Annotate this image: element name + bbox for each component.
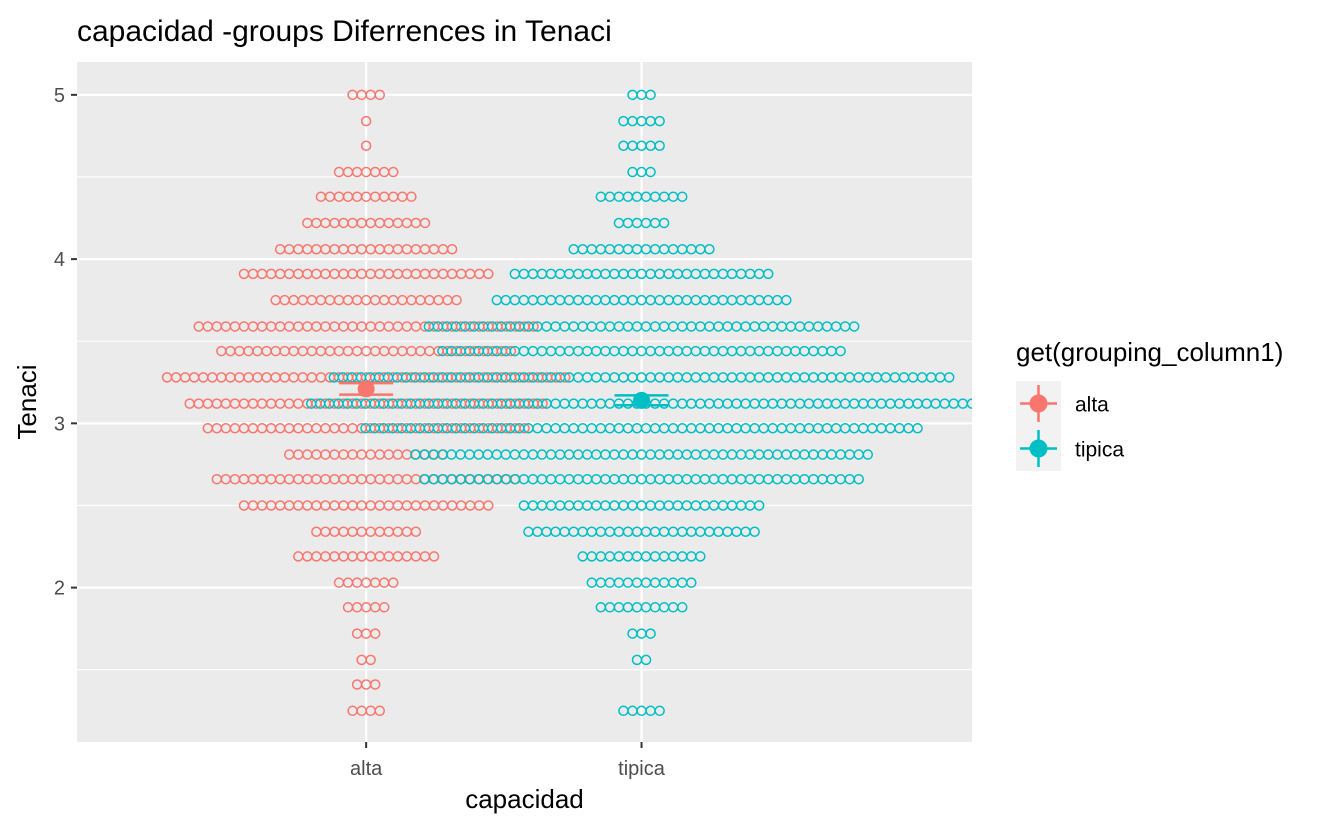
data-point	[374, 89, 385, 101]
data-point	[654, 140, 665, 152]
y-tick-label: 3	[54, 413, 65, 435]
legend-label: alta	[1075, 394, 1109, 417]
data-point	[360, 115, 372, 127]
data-layer	[161, 89, 972, 717]
data-point	[704, 244, 715, 255]
mean-point	[633, 391, 651, 409]
legend-keys: alta tipica	[1016, 381, 1124, 471]
x-tick-label: tipica	[618, 758, 666, 780]
chart-title: capacidad -groups Diferrences in Tenaci	[77, 15, 612, 48]
data-point	[560, 372, 571, 383]
data-point	[537, 398, 548, 409]
data-point	[483, 500, 494, 511]
y-tick-label: 2	[54, 578, 65, 600]
data-point	[966, 398, 972, 409]
mean-point	[357, 380, 375, 398]
data-point	[374, 705, 385, 717]
data-point	[379, 602, 390, 613]
data-point	[677, 602, 688, 613]
x-tick-label: alta	[350, 758, 383, 780]
legend-title: get(grouping_column1)	[1016, 337, 1283, 367]
data-point	[446, 244, 458, 255]
data-point	[483, 268, 494, 280]
data-point	[645, 628, 656, 639]
means-layer	[339, 380, 669, 409]
data-point	[369, 679, 381, 690]
data-point	[505, 345, 517, 357]
data-point	[360, 140, 372, 152]
y-tick-label: 4	[54, 249, 65, 271]
data-point	[645, 166, 656, 178]
data-point	[862, 449, 874, 460]
data-point	[528, 321, 539, 332]
data-point	[410, 526, 422, 538]
data-point	[912, 423, 923, 434]
data-point	[406, 191, 417, 202]
data-point	[519, 423, 530, 434]
y-tick-label: 5	[54, 85, 65, 107]
data-point	[695, 551, 706, 562]
data-point	[781, 294, 792, 306]
data-point	[428, 551, 440, 562]
data-point	[853, 473, 864, 485]
legend-label: tipica	[1075, 439, 1124, 462]
data-point	[753, 500, 765, 511]
data-point	[677, 191, 688, 202]
data-point	[388, 166, 399, 178]
legend-key-point	[1029, 439, 1048, 458]
dots-layer	[161, 89, 972, 717]
data-point	[749, 526, 760, 538]
data-point	[451, 294, 462, 306]
data-point	[365, 654, 376, 666]
legend: get(grouping_column1) alta tipica	[1016, 337, 1283, 471]
y-axis-title: Tenaci	[12, 364, 42, 439]
data-point	[762, 268, 774, 280]
data-point	[654, 115, 665, 127]
data-point	[835, 345, 846, 357]
data-point	[658, 217, 670, 229]
legend-key-point	[1029, 394, 1048, 413]
data-point	[943, 372, 955, 383]
data-point	[848, 321, 860, 332]
x-axis-title: capacidad	[465, 784, 584, 814]
axes-layer: 2 3 4 5 alta tipica	[54, 85, 666, 780]
data-point	[654, 705, 665, 717]
data-point	[640, 654, 652, 666]
data-point	[686, 577, 697, 588]
data-point	[645, 89, 656, 101]
data-point	[369, 628, 381, 639]
data-point	[419, 217, 431, 229]
data-point	[388, 577, 399, 588]
